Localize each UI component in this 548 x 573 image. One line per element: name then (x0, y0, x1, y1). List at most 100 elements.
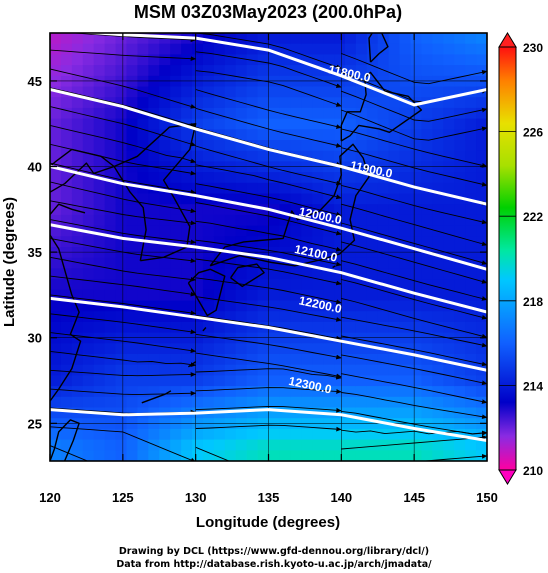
heatmap-cell (104, 43, 117, 55)
colorbar-tick-label: 226 (523, 126, 543, 140)
heatmap-cell (399, 450, 412, 461)
heatmap-cell (246, 204, 259, 216)
heatmap-cell (443, 172, 455, 184)
heatmap-cell (235, 54, 248, 66)
heatmap-cell (60, 354, 73, 366)
heatmap-cell (279, 140, 291, 152)
heatmap-cell (279, 107, 291, 120)
heatmap-cell (476, 54, 487, 66)
heatmap-cell (388, 257, 401, 269)
heatmap-cell (355, 225, 368, 237)
heatmap-cell (279, 54, 291, 66)
heatmap-cell (71, 396, 84, 409)
heatmap-cell (388, 225, 401, 237)
x-tick-label: 140 (330, 490, 352, 505)
heatmap-cell (388, 161, 401, 173)
heatmap-cell (421, 118, 433, 130)
heatmap-cell (148, 214, 160, 227)
heatmap-cell (137, 450, 149, 461)
heatmap-cell (235, 418, 248, 430)
heatmap-cell (170, 161, 182, 173)
heatmap-cell (246, 150, 259, 162)
heatmap-cell (334, 418, 346, 430)
heatmap-cell (192, 300, 204, 312)
heatmap-cell (410, 375, 423, 387)
heatmap-cell (301, 311, 313, 323)
heatmap-cell (224, 97, 237, 109)
heatmap-cell (454, 107, 466, 120)
heatmap-cell (115, 332, 128, 344)
heatmap-cell (93, 386, 106, 398)
heatmap-cell (159, 97, 171, 109)
heatmap-cell (126, 97, 138, 109)
heatmap-cell (93, 33, 106, 45)
heatmap-cell (476, 97, 487, 109)
heatmap-cell (268, 107, 281, 120)
heatmap-cell (50, 118, 62, 130)
heatmap-cell (355, 257, 368, 269)
heatmap-cell (159, 257, 171, 269)
heatmap-cell (60, 343, 73, 355)
heatmap-cell (82, 140, 95, 152)
heatmap-cell (476, 214, 487, 227)
heatmap-cell (421, 140, 433, 152)
heatmap-cell (443, 364, 455, 376)
heatmap-cell (235, 396, 248, 409)
heatmap-cell (366, 450, 379, 461)
heatmap-cell (465, 386, 477, 398)
heatmap-cell (257, 193, 270, 205)
heatmap-cell (224, 332, 237, 344)
streamline (341, 128, 487, 168)
heatmap-cell (104, 150, 117, 162)
heatmap-cell (312, 289, 324, 302)
heatmap-cell (366, 407, 379, 419)
heatmap-cell (344, 118, 357, 130)
heatmap-cell (213, 172, 226, 184)
heatmap-cell (224, 161, 237, 173)
heatmap-cell (257, 247, 270, 259)
heatmap-cell (235, 289, 248, 302)
heatmap-cell (290, 300, 302, 312)
heatmap-cell (224, 193, 237, 205)
heatmap-cell (202, 65, 215, 77)
heatmap-cell (399, 396, 412, 409)
heatmap-cell (312, 86, 324, 98)
heatmap-cell (104, 75, 117, 88)
heatmap-cell (82, 375, 95, 387)
heatmap-cell (432, 118, 444, 130)
heatmap-cell (159, 279, 171, 291)
heatmap-cell (454, 386, 466, 398)
heatmap-cell (312, 236, 324, 248)
heatmap-cell (213, 257, 226, 269)
heatmap-cell (312, 247, 324, 259)
heatmap-cell (323, 354, 335, 366)
streamline (50, 350, 197, 367)
heatmap-cell (71, 247, 84, 259)
heatmap-cell (334, 65, 346, 77)
heatmap-cell (334, 182, 346, 195)
heatmap-cell (50, 107, 62, 120)
heatmap-cell (312, 129, 324, 141)
heatmap-cell (279, 193, 291, 205)
heatmap-cell (443, 386, 455, 398)
heatmap-cell (82, 204, 95, 216)
heatmap-cell (192, 354, 204, 366)
heatmap-cell (148, 428, 160, 441)
heatmap-cell (159, 396, 171, 409)
heatmap-cell (257, 225, 270, 237)
heatmap-cell (246, 268, 259, 280)
heatmap-cell (115, 289, 128, 302)
heatmap-cell (454, 321, 466, 334)
heatmap-cell (334, 450, 346, 461)
heatmap-cell (410, 86, 423, 98)
heatmap-cell (181, 107, 193, 120)
heatmap-cell (355, 75, 368, 88)
heatmap-cell (82, 65, 95, 77)
heatmap-cell (355, 289, 368, 302)
heatmap-cell (60, 182, 73, 195)
heatmap-cell (290, 364, 302, 376)
heatmap-cell (421, 311, 433, 323)
heatmap-cell (388, 439, 401, 451)
heatmap-cell (421, 439, 433, 451)
heatmap-cell (290, 354, 302, 366)
